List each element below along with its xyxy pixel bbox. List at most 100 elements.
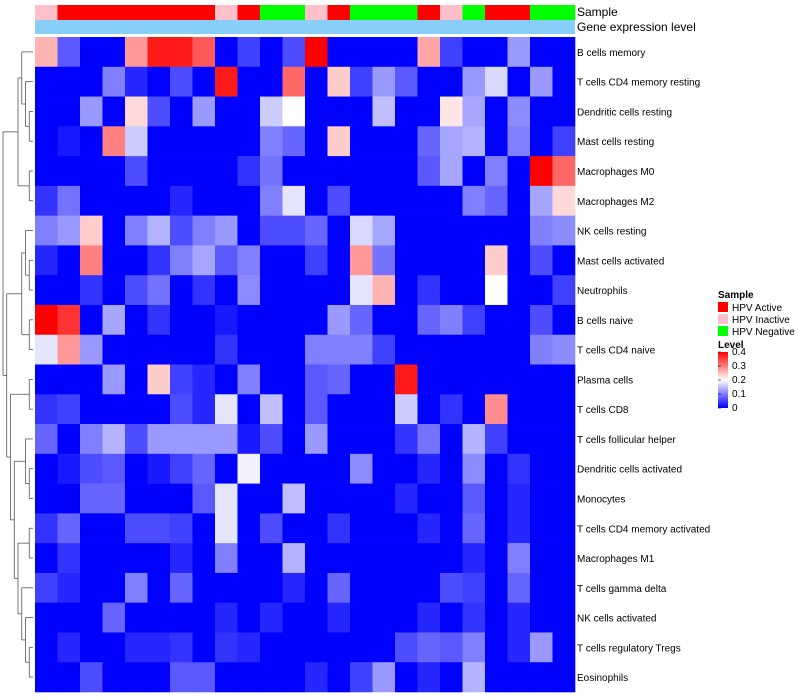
heatmap-cell bbox=[350, 453, 373, 484]
heatmap-cell bbox=[395, 334, 418, 365]
legend-title-level: Level bbox=[718, 340, 744, 351]
heatmap-cell bbox=[372, 543, 396, 574]
heatmap-cell bbox=[282, 275, 306, 306]
heatmap-cell bbox=[260, 245, 283, 276]
heatmap-cell bbox=[57, 156, 81, 187]
heatmap-cell bbox=[305, 304, 328, 336]
sample-annotation-cell bbox=[260, 5, 283, 20]
heatmap-cell bbox=[552, 215, 576, 246]
heatmap-cell bbox=[350, 96, 373, 127]
heatmap-cell bbox=[102, 245, 126, 276]
heatmap-cell bbox=[485, 513, 508, 544]
heatmap-cell bbox=[102, 66, 126, 97]
heatmap-cell bbox=[147, 632, 171, 663]
heatmap-cell bbox=[80, 543, 103, 574]
heatmap-cell bbox=[35, 543, 58, 574]
heatmap-cell bbox=[395, 513, 418, 544]
heatmap-cell bbox=[552, 602, 576, 633]
heatmap-cell bbox=[440, 66, 463, 97]
heatmap-cell bbox=[440, 215, 463, 246]
heatmap-cell bbox=[237, 126, 261, 157]
expression-annotation-cell bbox=[35, 20, 575, 34]
heatmap-cell bbox=[192, 66, 216, 97]
heatmap-cell bbox=[305, 572, 328, 603]
heatmap-cell bbox=[260, 572, 283, 603]
heatmap-cell bbox=[170, 424, 193, 455]
heatmap-cell bbox=[125, 126, 148, 157]
heatmap-cell bbox=[282, 156, 306, 187]
heatmap-cell bbox=[417, 37, 441, 68]
heatmap-cell bbox=[102, 632, 126, 663]
heatmap-cell bbox=[440, 513, 463, 544]
heatmap-cell bbox=[282, 453, 306, 484]
heatmap-cell bbox=[417, 96, 441, 127]
heatmap-cell bbox=[530, 483, 553, 514]
heatmap-cell bbox=[125, 513, 148, 544]
heatmap-cell bbox=[215, 662, 238, 693]
heatmap-cell bbox=[192, 275, 216, 306]
heatmap-cell bbox=[282, 602, 306, 633]
heatmap-cell bbox=[395, 483, 418, 514]
row-label: T cells regulatory Tregs bbox=[577, 643, 681, 654]
heatmap-cell bbox=[35, 513, 58, 544]
heatmap-cell bbox=[485, 126, 508, 157]
heatmap-cell bbox=[507, 304, 531, 336]
heatmap-cell bbox=[80, 245, 103, 276]
heatmap-cell bbox=[170, 483, 193, 514]
sample-annotation-cell bbox=[507, 5, 531, 20]
heatmap-cell bbox=[192, 156, 216, 187]
heatmap-cell bbox=[57, 483, 81, 514]
heatmap-cell bbox=[57, 185, 81, 216]
row-dendrogram bbox=[2, 51, 33, 678]
row-label: Mast cells activated bbox=[577, 256, 664, 267]
heatmap-cell bbox=[350, 364, 373, 395]
heatmap-cell bbox=[282, 424, 306, 455]
row-label: Dendritic cells resting bbox=[577, 107, 672, 118]
heatmap-cell bbox=[372, 513, 396, 544]
heatmap-cell bbox=[282, 126, 306, 157]
heatmap-cell bbox=[57, 453, 81, 484]
heatmap-cell bbox=[417, 453, 441, 484]
heatmap-cell bbox=[440, 602, 463, 633]
heatmap-cell bbox=[35, 245, 58, 276]
heatmap-cell bbox=[57, 66, 81, 97]
heatmap-cell bbox=[260, 185, 283, 216]
heatmap-cell bbox=[327, 96, 351, 127]
heatmap-cell bbox=[350, 543, 373, 574]
heatmap-cell bbox=[530, 602, 553, 633]
heatmap-cell bbox=[350, 126, 373, 157]
heatmap-cell bbox=[237, 483, 261, 514]
heatmap-cell bbox=[237, 275, 261, 306]
heatmap-cell bbox=[192, 572, 216, 603]
heatmap-cell bbox=[530, 126, 553, 157]
heatmap-cell bbox=[552, 483, 576, 514]
sample-annotation-cell bbox=[530, 5, 553, 20]
heatmap-cell bbox=[552, 662, 576, 693]
heatmap-cell bbox=[260, 126, 283, 157]
heatmap-cell bbox=[462, 126, 486, 157]
heatmap-cell bbox=[507, 394, 531, 425]
heatmap-cell bbox=[147, 453, 171, 484]
heatmap-cell bbox=[35, 632, 58, 663]
heatmap-cell bbox=[507, 185, 531, 216]
heatmap-cell bbox=[80, 483, 103, 514]
heatmap-cell bbox=[552, 185, 576, 216]
heatmap-cell bbox=[125, 453, 148, 484]
heatmap-cell bbox=[260, 364, 283, 395]
heatmap-cell bbox=[147, 662, 171, 693]
heatmap-cell bbox=[57, 602, 81, 633]
heatmap-cell bbox=[530, 66, 553, 97]
heatmap-cell bbox=[440, 662, 463, 693]
heatmap-cell bbox=[80, 572, 103, 603]
heatmap-cell bbox=[80, 632, 103, 663]
heatmap-cell bbox=[57, 543, 81, 574]
heatmap-cell bbox=[305, 394, 328, 425]
row-label: Dendritic cells activated bbox=[577, 465, 682, 476]
heatmap-cell bbox=[350, 632, 373, 663]
heatmap-cell bbox=[260, 513, 283, 544]
heatmap-cell bbox=[350, 334, 373, 365]
heatmap-cell bbox=[125, 632, 148, 663]
heatmap-cell bbox=[35, 662, 58, 693]
heatmap-cell bbox=[485, 37, 508, 68]
